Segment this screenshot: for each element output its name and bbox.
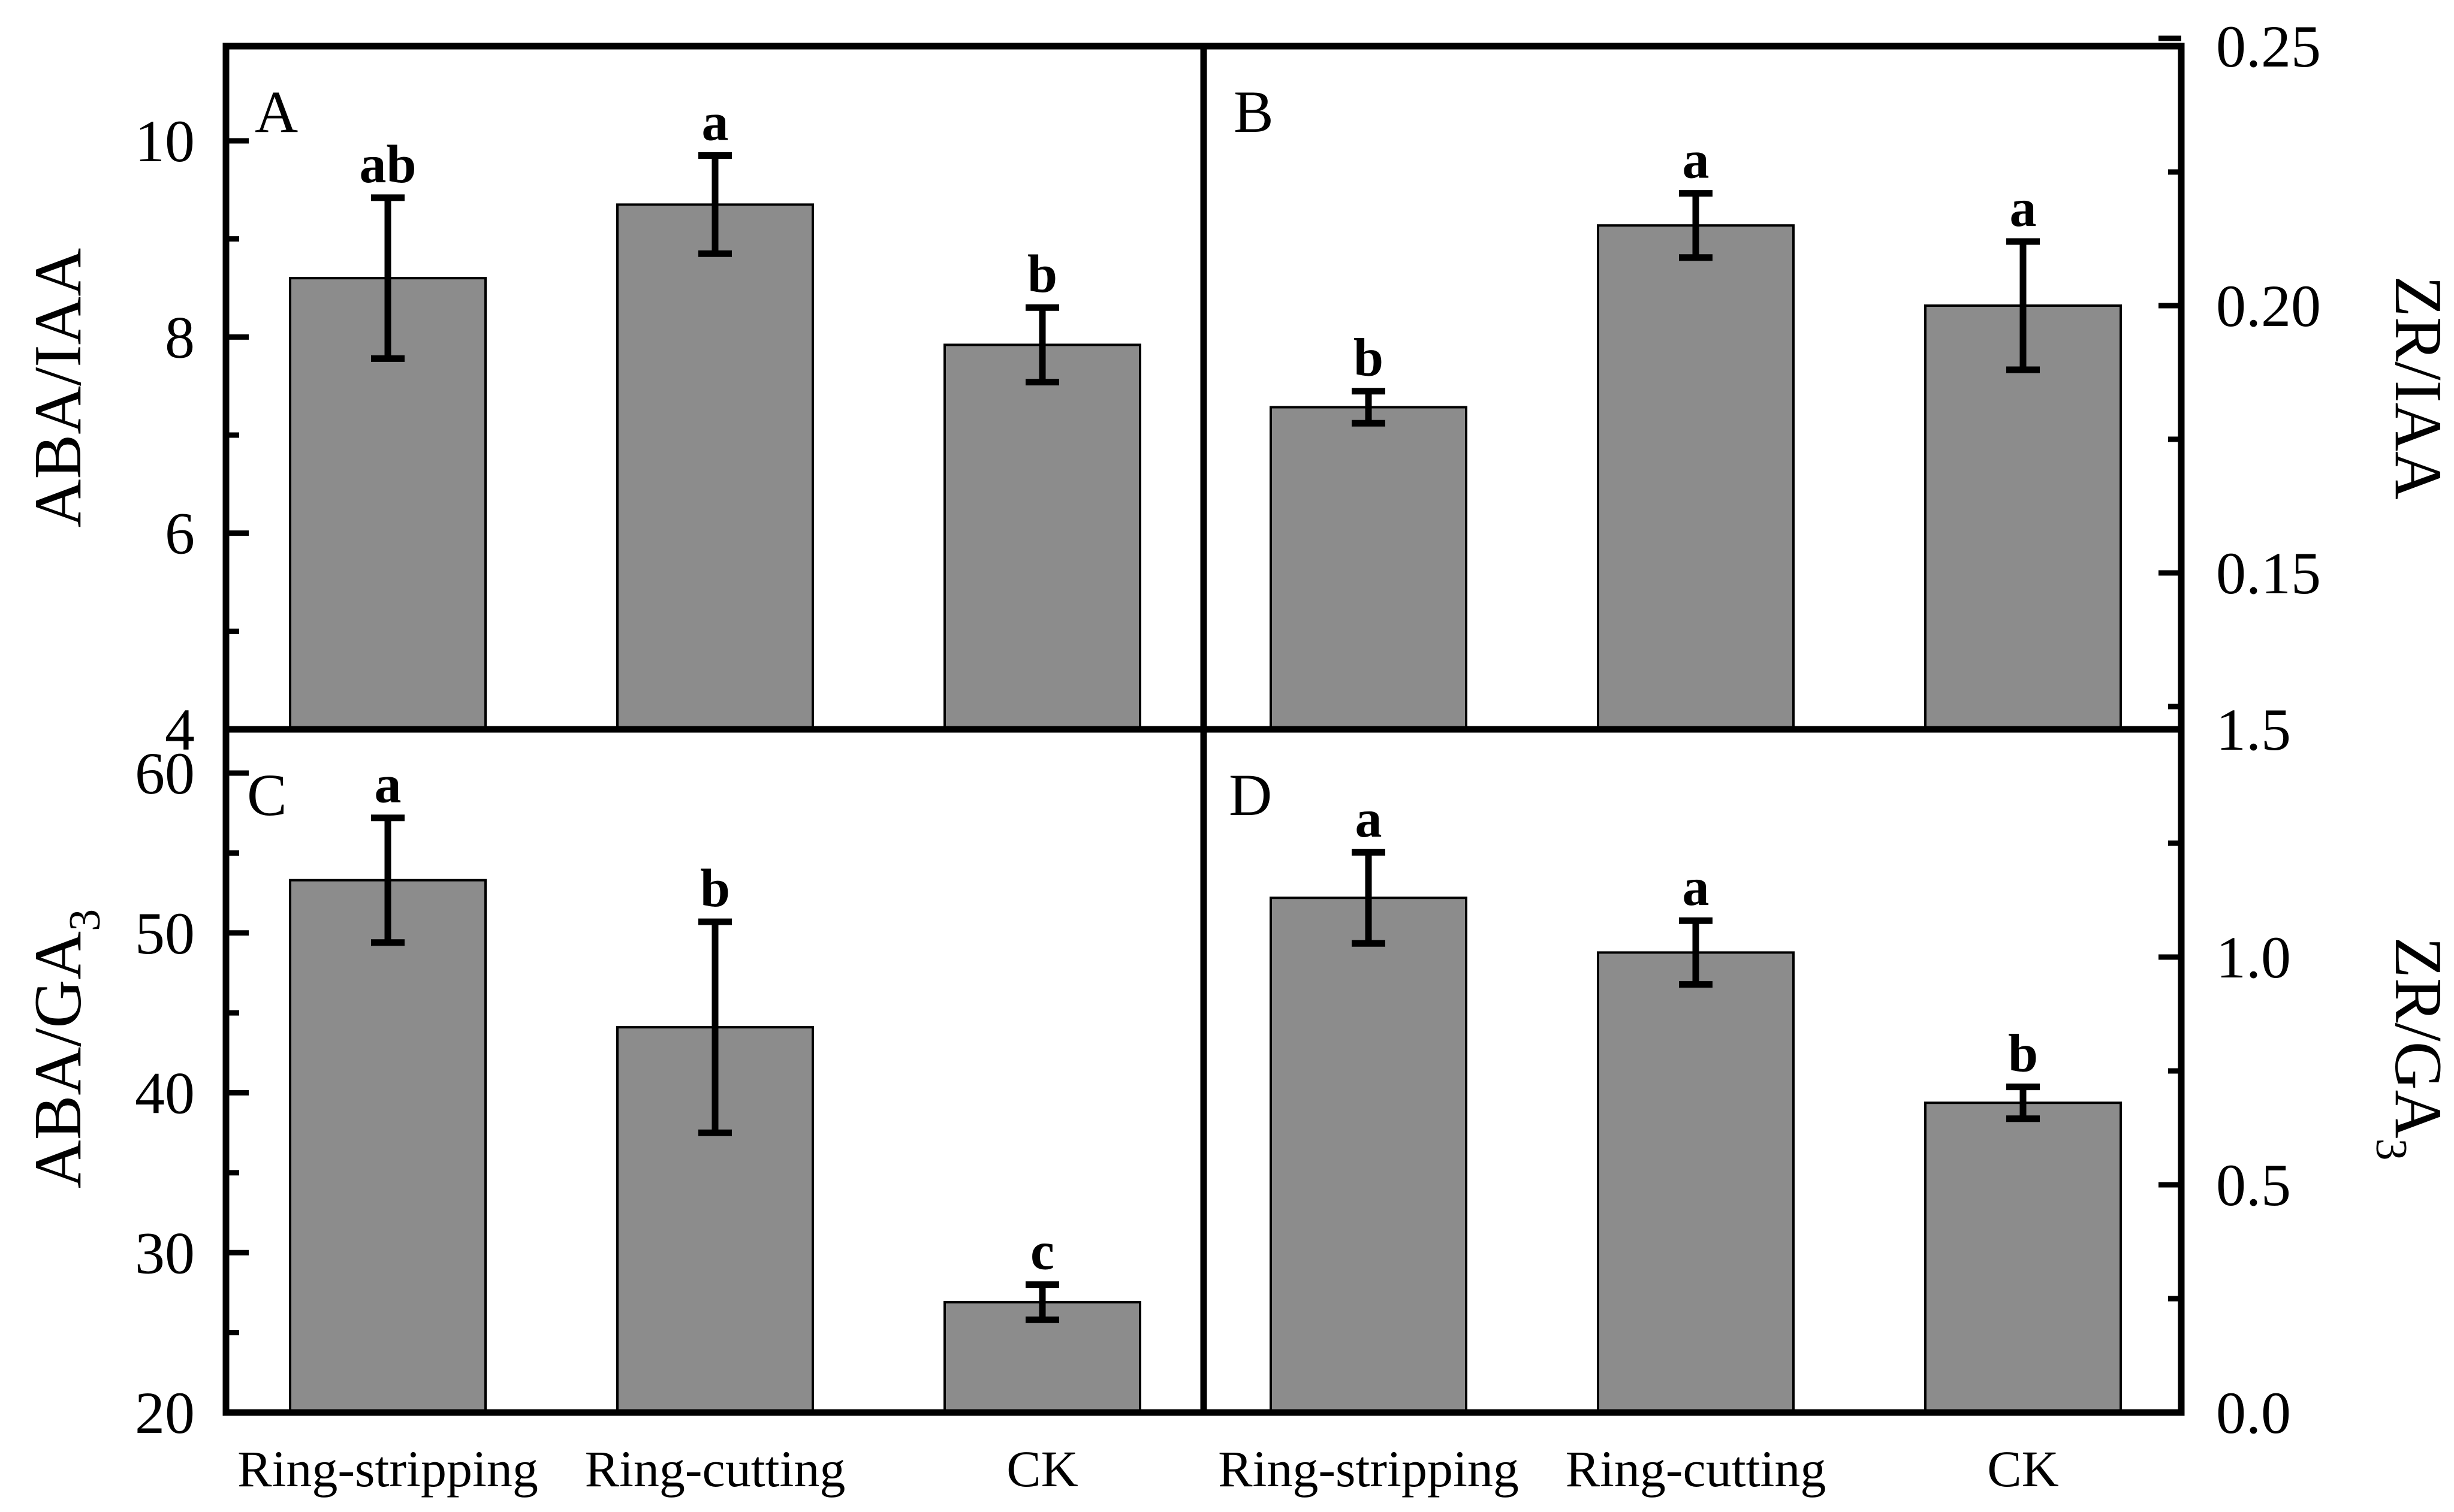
significance-label-D-1: a (1355, 789, 1382, 849)
y-tick-label-C-2: 40 (135, 1060, 195, 1127)
y-tick-label-A-0: 4 (165, 696, 195, 763)
error-bar-A-1 (371, 194, 405, 362)
category-label-D-1: Ring-stripping (1218, 1440, 1519, 1498)
error-bar-A-2 (698, 152, 732, 257)
significance-label-C-2: b (700, 859, 730, 918)
labels-layer: abab46810ABA/IAAAbaa0.150.200.25ZR/IAABa… (21, 13, 2454, 1498)
axes-layer (226, 35, 2181, 1416)
error-bar-C-1 (371, 814, 405, 946)
bar-A-2 (616, 203, 814, 731)
panel-label-C: C (247, 762, 287, 828)
error-bar-D-2 (1679, 917, 1713, 988)
y-axis-title-C: ABA/GA3 (21, 909, 110, 1188)
bar-B-3 (1924, 304, 2122, 731)
y-axis-title-text-C: ABA/GA (21, 931, 95, 1188)
bars-layer (289, 203, 2122, 1414)
panel-label-A: A (255, 79, 298, 145)
y-tick-label-B-2: 0.25 (2216, 13, 2321, 80)
panel-label-B: B (1234, 79, 1274, 145)
frame-layer (222, 43, 2185, 1416)
significance-label-C-3: c (1030, 1222, 1054, 1281)
bar-A-3 (943, 343, 1141, 731)
bar-D-2 (1597, 951, 1795, 1414)
y-tick-label-C-0: 20 (135, 1380, 195, 1446)
y-tick-label-A-3: 10 (135, 108, 195, 174)
category-label-C-2: Ring-cutting (585, 1440, 846, 1498)
significance-label-B-1: b (1353, 328, 1383, 388)
error-bar-D-3 (2006, 1084, 2040, 1122)
y-tick-label-A-1: 6 (165, 500, 195, 567)
significance-label-A-3: b (1027, 245, 1057, 304)
category-label-D-3: CK (1987, 1440, 2058, 1498)
error-bar-A-3 (1026, 304, 1059, 386)
significance-label-D-2: a (1683, 858, 1710, 917)
y-tick-label-B-1: 0.20 (2216, 273, 2321, 339)
y-tick-label-A-2: 8 (165, 304, 195, 370)
error-bars-layer (371, 152, 2040, 1323)
y-tick-label-D-2: 1.0 (2216, 924, 2291, 991)
bar-C-1 (289, 879, 487, 1414)
bar-D-1 (1270, 897, 1467, 1414)
y-axis-title-text-D: ZR/GA (2381, 937, 2454, 1139)
category-label-C-1: Ring-stripping (237, 1440, 538, 1498)
significance-label-A-2: a (702, 93, 729, 152)
category-label-D-2: Ring-cutting (1566, 1440, 1826, 1498)
y-axis-title-text-B: ZR/IAA (2381, 276, 2454, 499)
y-tick-label-C-1: 30 (135, 1220, 195, 1286)
y-axis-title-A: ABA/IAA (21, 248, 95, 528)
category-label-C-3: CK (1006, 1440, 1078, 1498)
error-bar-C-2 (698, 918, 732, 1136)
y-tick-label-B-0: 0.15 (2216, 540, 2321, 606)
y-axis-title-subscript-D: 3 (2366, 1139, 2416, 1161)
bar-D-3 (1924, 1101, 2122, 1414)
error-bar-D-1 (1352, 849, 1385, 947)
error-bar-B-2 (1679, 190, 1713, 261)
panel-label-D: D (1229, 762, 1272, 828)
error-bar-C-3 (1026, 1281, 1059, 1323)
error-bar-B-3 (2006, 238, 2040, 373)
bar-B-1 (1270, 406, 1467, 731)
y-tick-label-D-0: 0.0 (2216, 1380, 2291, 1446)
significance-label-C-1: a (375, 755, 402, 814)
significance-label-B-3: a (2010, 179, 2037, 238)
y-tick-label-C-3: 50 (135, 900, 195, 967)
y-axis-title-D: ZR/GA3 (2366, 937, 2454, 1161)
y-tick-label-D-3: 1.5 (2216, 696, 2291, 763)
y-tick-label-D-1: 0.5 (2216, 1152, 2291, 1218)
significance-label-D-3: b (2008, 1024, 2038, 1084)
significance-label-A-1: ab (359, 135, 416, 194)
significance-label-B-2: a (1683, 131, 1710, 190)
bar-B-2 (1597, 224, 1795, 731)
y-axis-title-subscript-C: 3 (61, 909, 110, 931)
y-tick-label-C-4: 60 (135, 740, 195, 807)
error-bar-B-1 (1352, 388, 1385, 427)
y-axis-title-B: ZR/IAA (2381, 276, 2454, 499)
y-axis-title-text-A: ABA/IAA (21, 248, 95, 528)
